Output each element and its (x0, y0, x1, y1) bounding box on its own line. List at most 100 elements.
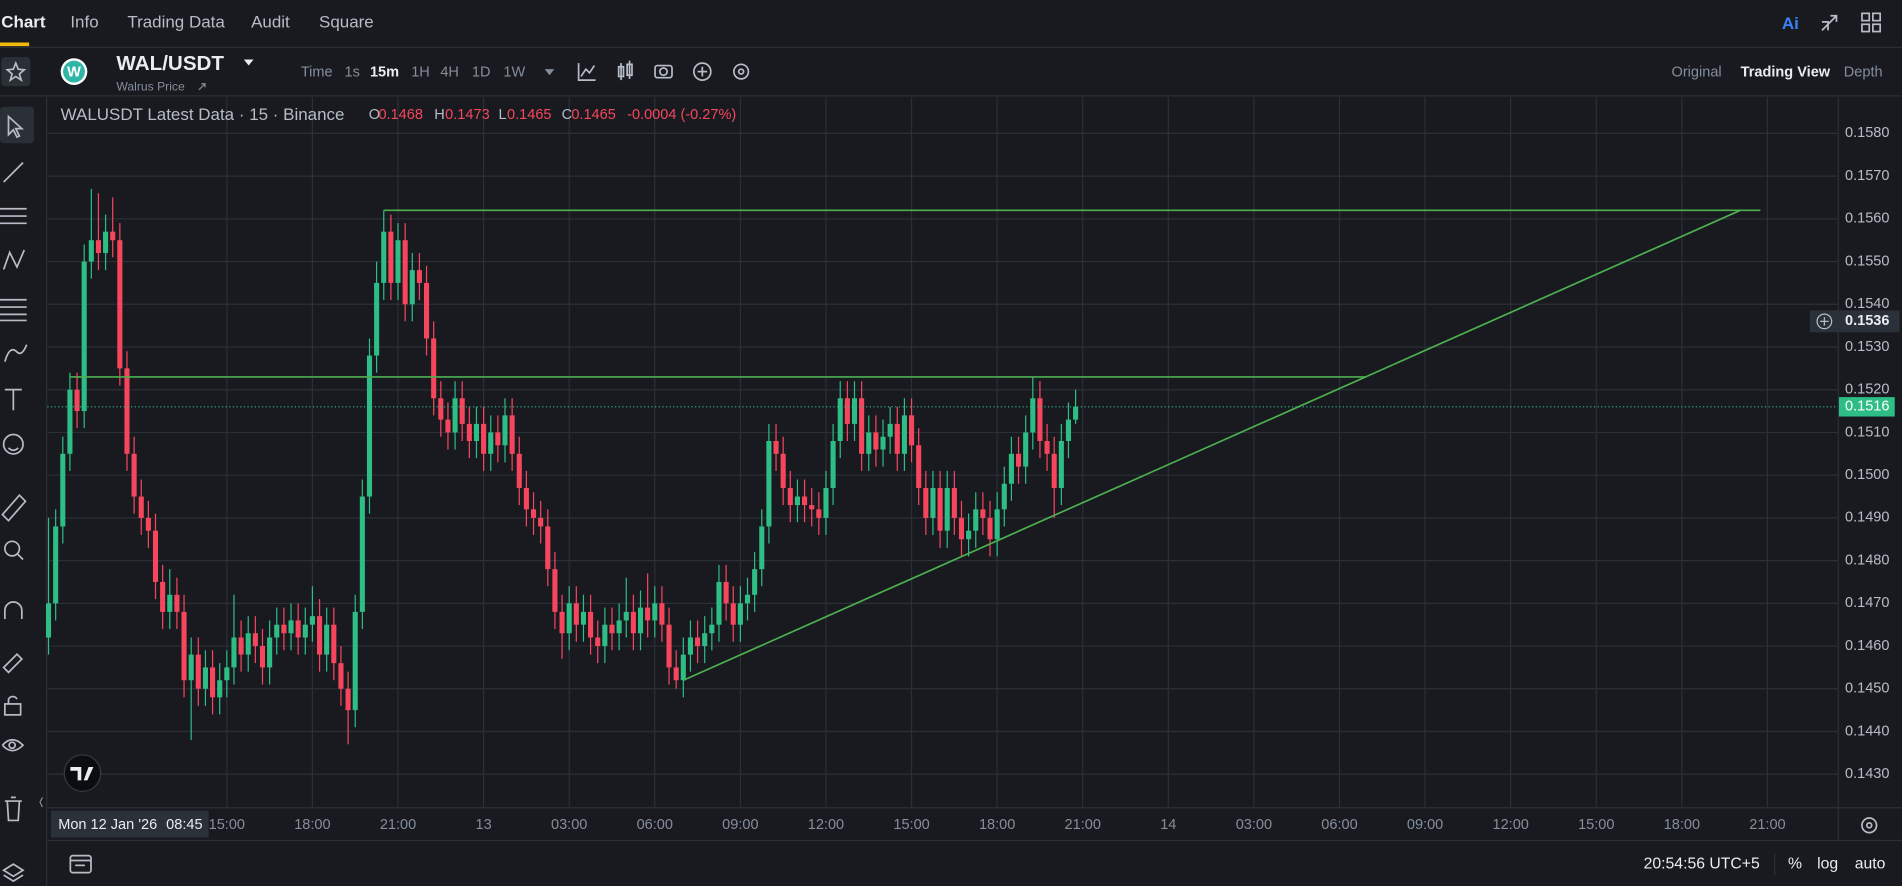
brush-tool[interactable] (4, 344, 28, 362)
tab[interactable]: Audit (251, 13, 290, 32)
axis-settings-icon[interactable] (1861, 817, 1878, 834)
emoji-tool[interactable] (2, 433, 24, 455)
interval[interactable]: 15m (370, 65, 399, 81)
candle-body (930, 487, 936, 518)
delete-tool[interactable] (4, 796, 22, 822)
interval[interactable]: 4H (440, 65, 459, 81)
tab[interactable]: Square (319, 13, 374, 32)
candle-body (488, 432, 494, 454)
candle-body (545, 526, 551, 570)
candle-body (809, 505, 815, 510)
external-icon (198, 83, 206, 91)
y-tick-label: 0.1500 (1845, 467, 1889, 483)
interval[interactable]: Time (301, 65, 333, 81)
candle-body (623, 611, 629, 621)
footer: 20:54:56 UTC+5 % log auto (69, 853, 1886, 876)
candle-body (288, 620, 294, 634)
layout-icon[interactable] (1861, 12, 1882, 33)
candle-body (459, 398, 465, 424)
interval[interactable]: 1W (503, 65, 525, 81)
candle-body (324, 624, 330, 655)
line-tool[interactable] (3, 162, 24, 183)
candle-body (530, 509, 537, 518)
collapse-icon[interactable] (1821, 14, 1838, 31)
collapse-toolbar[interactable] (39, 797, 43, 808)
pattern-tool[interactable] (2, 249, 26, 270)
tv-logo-circle[interactable] (63, 754, 102, 792)
candle-body (637, 607, 644, 634)
candle-body (759, 526, 765, 570)
candle-body (1051, 453, 1057, 488)
x-tick-label: 15:00 (209, 817, 245, 833)
zoom-tool[interactable] (4, 540, 24, 561)
caret[interactable] (243, 59, 254, 66)
favorite-box[interactable] (1, 57, 31, 87)
more-intervals[interactable] (544, 69, 555, 76)
symbol-subtitle[interactable]: Walrus Price (116, 80, 185, 94)
ohlc-label: L (499, 107, 507, 123)
tab[interactable]: Info (70, 13, 98, 32)
candle-body (559, 611, 565, 634)
y-tick-label: 0.1490 (1845, 510, 1889, 526)
x-tick-label: 18:00 (294, 817, 330, 833)
text-tool[interactable] (4, 388, 22, 411)
snapshot-icon[interactable] (654, 64, 673, 79)
symbol-name[interactable]: WAL/USDT (116, 52, 224, 75)
view-option[interactable]: Depth (1844, 65, 1883, 81)
lock-tool[interactable] (4, 695, 22, 716)
ruler-tool[interactable] (1, 493, 27, 522)
chart-type-icon[interactable] (617, 60, 633, 81)
drawing-toolbar (0, 97, 48, 886)
ai-button[interactable]: Ai (1782, 14, 1799, 33)
interval[interactable]: 1H (411, 65, 430, 81)
candle-body (844, 398, 850, 424)
star-icon[interactable] (5, 60, 27, 83)
auto-toggle[interactable]: auto (1855, 855, 1886, 872)
candle-body (595, 637, 601, 647)
tv-logo[interactable] (63, 754, 102, 792)
candle-body (773, 440, 779, 454)
candle-body (509, 415, 515, 454)
date-range-icon[interactable] (69, 854, 92, 874)
tab[interactable]: Trading Data (127, 13, 225, 32)
layers-tool[interactable] (2, 863, 25, 883)
channel-tool[interactable] (0, 207, 27, 225)
view-option[interactable]: Original (1672, 65, 1722, 81)
candle-body (359, 496, 365, 612)
candle-body (1073, 406, 1079, 420)
candle-body (452, 398, 458, 433)
x-tick-label: 12:00 (1492, 817, 1528, 833)
ohlc-label: O (369, 107, 380, 123)
fib-tool[interactable] (0, 298, 27, 322)
candle-body (74, 389, 80, 412)
crosshair-time-label: 08:45 (166, 817, 202, 833)
candle-body (588, 611, 594, 638)
add-icon[interactable] (692, 62, 712, 81)
tab[interactable]: Chart (1, 13, 46, 32)
y-tick-label: 0.1430 (1845, 766, 1889, 782)
lock-drawing-tool[interactable] (2, 652, 24, 674)
candle-body (317, 616, 323, 655)
interval[interactable]: 1D (472, 65, 491, 81)
y-tick-label: 0.1550 (1845, 253, 1889, 269)
indicator-icon[interactable] (577, 63, 596, 81)
magnet-tool[interactable] (4, 601, 23, 619)
candle-body (473, 423, 480, 441)
view-option[interactable]: Trading View (1741, 65, 1831, 81)
candle-body (687, 637, 693, 655)
interval[interactable]: 1s (344, 65, 359, 81)
settings-icon[interactable] (733, 63, 750, 80)
cursor-tool[interactable] (7, 114, 25, 139)
candle-body (124, 368, 130, 454)
drawings (47, 209, 1838, 682)
candle-body (202, 667, 208, 689)
ohlc-value: 0.1465 (571, 107, 615, 123)
percent-toggle[interactable]: % (1788, 855, 1802, 872)
candle-body (1023, 432, 1029, 467)
add-alert-icon[interactable] (1816, 313, 1833, 330)
candle-body (466, 423, 472, 441)
log-toggle[interactable]: log (1817, 855, 1838, 872)
candle-body (110, 231, 116, 241)
visibility-tool[interactable] (1, 738, 25, 752)
candle-body (866, 432, 872, 454)
